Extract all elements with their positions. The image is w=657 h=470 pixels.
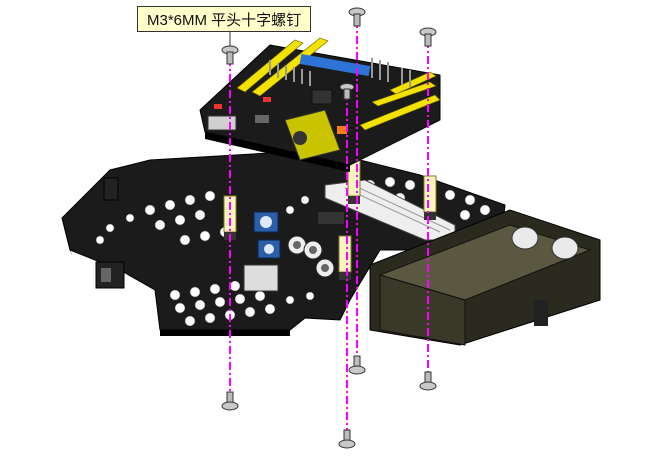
top-screw-3: [419, 27, 437, 47]
bottom-screw-4: [338, 429, 356, 449]
chassis-components: [243, 211, 344, 292]
pin-headers: [236, 37, 441, 131]
side-sensor-bracket: [95, 177, 125, 289]
bottom-screw-3: [419, 371, 437, 391]
top-screw-2: [348, 7, 366, 27]
screw-spec-label: M3*6MM 平头十字螺钉: [147, 11, 302, 29]
assembly-guide-lines: [229, 20, 429, 432]
standoff-3: [423, 175, 437, 220]
board-screw: [339, 83, 355, 100]
screws: [221, 7, 437, 449]
standoff-4: [338, 235, 352, 280]
bottom-screw-2: [348, 355, 366, 375]
top-screw-1: [221, 45, 239, 65]
screw-spec-callout: M3*6MM 平头十字螺钉: [137, 6, 312, 32]
controller-board: [199, 37, 441, 172]
bottom-screw-1: [221, 391, 239, 411]
gpio-pins: [269, 58, 411, 87]
